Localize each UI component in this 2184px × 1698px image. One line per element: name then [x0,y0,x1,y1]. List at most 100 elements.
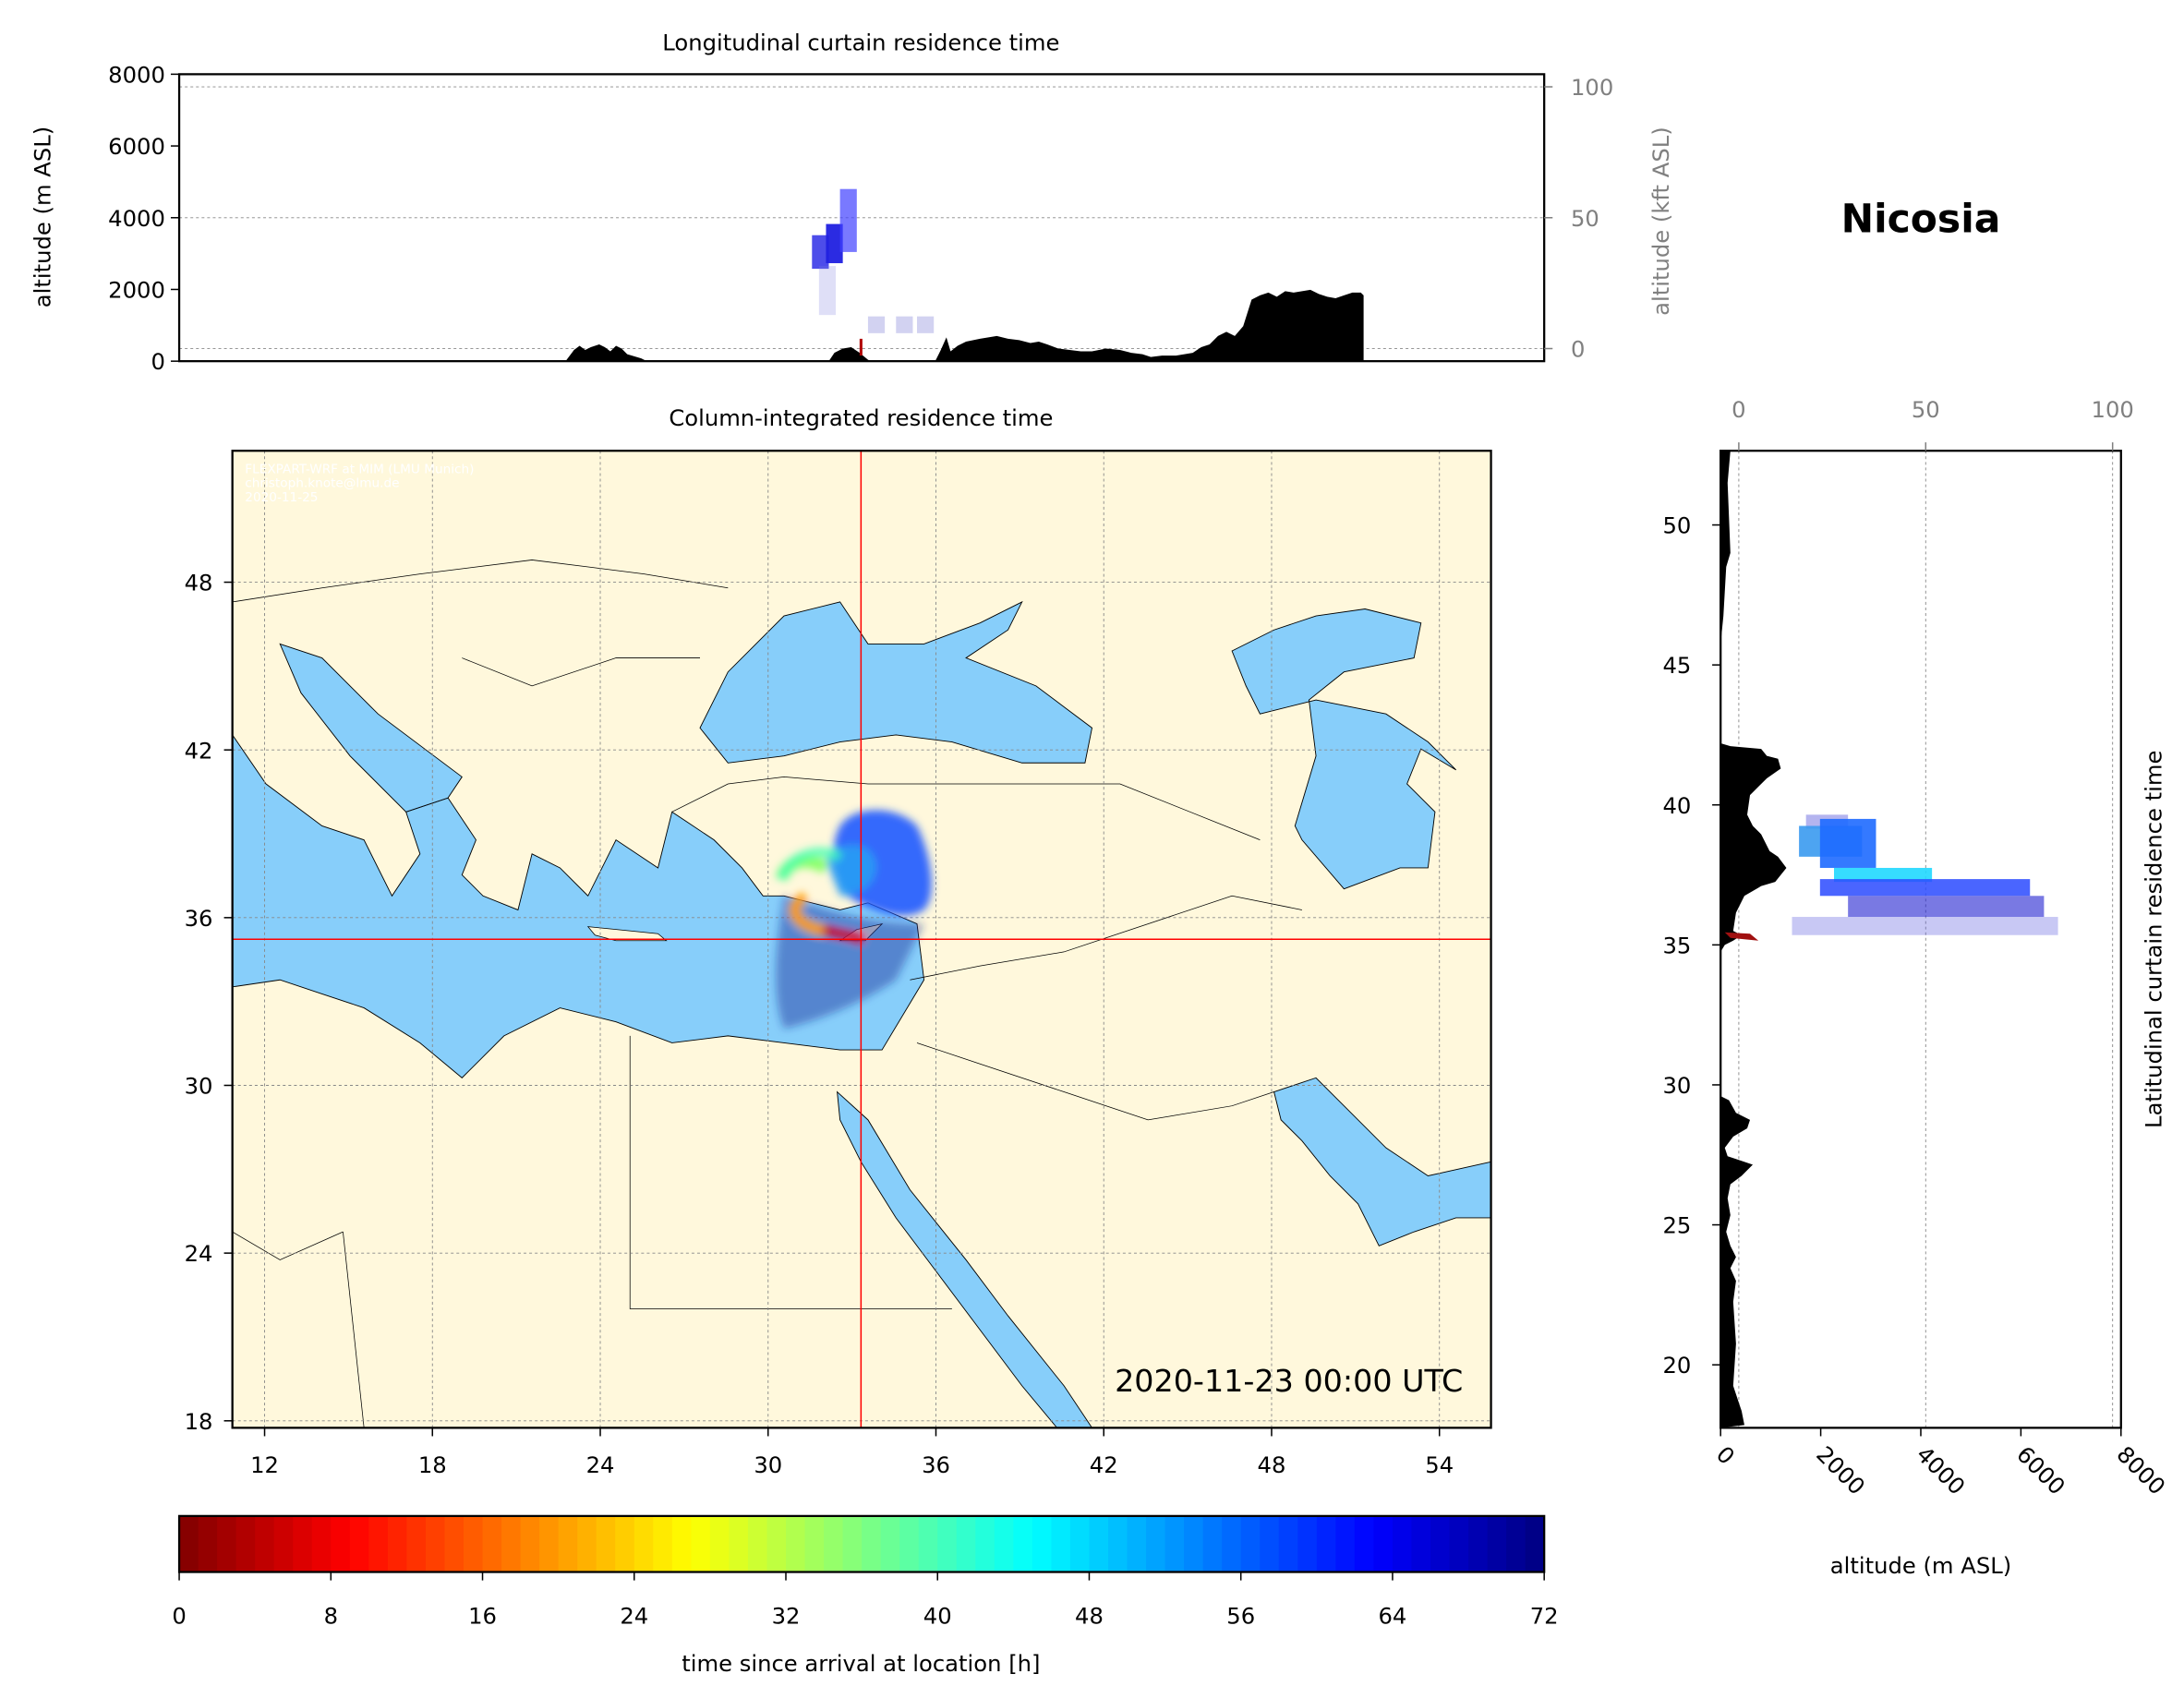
caspian-sea [1231,608,1456,890]
x-tick-label: 0 [1711,1440,1740,1469]
y-tick-label: 4000 [108,205,165,232]
colorbar-segment [463,1515,484,1572]
black-sea [699,600,1093,764]
colorbar-segment [994,1515,1015,1572]
colorbar-segment [880,1515,900,1572]
colorbar-segment [1107,1515,1128,1572]
colorbar-segment [558,1515,578,1572]
right-ylabel: Latitudinal curtain residence time [2141,751,2167,1128]
colorbar-tick-label: 0 [172,1603,186,1630]
x-tick-label: 36 [922,1451,950,1478]
x-tick-label: 24 [586,1451,615,1478]
y-tick-label: 8000 [108,61,165,88]
colorbar-segment [1430,1515,1451,1572]
x-tick-label: 8000 [2111,1440,2170,1499]
colorbar-segment [671,1515,693,1572]
colorbar-segment [1525,1515,1545,1572]
colorbar-segment [520,1515,540,1572]
y2-tick-label: 100 [1571,74,1613,101]
colorbar-segment [311,1515,332,1572]
x2-tick-label: 100 [2092,396,2134,423]
colorbar-segment [1392,1515,1413,1572]
longitudinal-curtain-title: Longitudinal curtain residence time [662,30,1059,56]
plume-bar [1833,867,1933,883]
colorbar-segment [1146,1515,1166,1572]
adriatic-sea [279,643,463,813]
country-border [462,657,701,687]
colorbar-segment [577,1515,597,1572]
y-tick-label: 45 [1662,652,1691,679]
x-tick-label: 30 [754,1451,782,1478]
colorbar-segment [596,1515,616,1572]
station-name: Nicosia [1841,198,2001,243]
plume-bar [812,235,829,270]
colorbar-segment [804,1515,825,1572]
red-sea [837,1090,1093,1428]
colorbar-segment [1260,1515,1280,1572]
colorbar-segment [1297,1515,1318,1572]
colorbar-tick-label: 16 [468,1603,497,1630]
colorbar-segment [1184,1515,1204,1572]
watermark-line: christoph.knote@lmu.de [245,476,399,491]
map-title: Column-integrated residence time [669,404,1053,431]
colorbar-tick-label: 64 [1379,1603,1407,1630]
plume-bar [867,316,886,333]
plume-curtain-lat [1724,814,2058,941]
colorbar-segment [273,1515,294,1572]
colorbar-segment [482,1515,502,1572]
colorbar-segment [539,1515,560,1572]
colorbar-tick-label: 72 [1530,1603,1559,1630]
country-border [916,1042,1274,1121]
colorbar-segment [937,1515,958,1572]
top-y2label: altitude (kft ASL) [1647,126,1674,316]
plume-bar [1819,818,1876,868]
colorbar-segment [615,1515,635,1572]
timestamp: 2020-11-23 00:00 UTC [1115,1363,1463,1399]
colorbar-segment [501,1515,522,1572]
colorbar-segment [975,1515,995,1572]
colorbar-segment [1335,1515,1356,1572]
colorbar-segment [747,1515,768,1572]
colorbar: 0 8 16 24 32 40 48 56 64 72 time since arrival at… [172,1514,1559,1677]
country-border [910,895,1302,981]
colorbar-segment [1127,1515,1147,1572]
colorbar-segment [1411,1515,1431,1572]
country-border [629,1035,952,1309]
terrain-profile-lat [1720,451,1787,1428]
colorbar-segment [349,1515,370,1572]
plume-bar [896,316,913,333]
colorbar-segment [709,1515,730,1572]
colorbar-segment [331,1515,351,1572]
y-tick-label: 35 [1662,932,1691,958]
plume-curtain [812,188,935,356]
plume-bar [818,266,837,316]
x-tick-label: 4000 [1912,1440,1971,1499]
colorbar-segment [425,1515,446,1572]
y-tick-label: 6000 [108,133,165,160]
colorbar-tick-label: 8 [324,1603,338,1630]
colorbar-label: time since arrival at location [h] [682,1650,1040,1677]
colorbar-segment [1468,1515,1489,1572]
watermark: FLEXPART-WRF at MIM (LMU Munich) christo… [245,462,474,504]
country-border [343,1232,365,1428]
colorbar-segment [785,1515,806,1572]
plume-bar [826,223,843,264]
x-tick-label: 6000 [2011,1440,2070,1499]
colorbar-segment [1240,1515,1261,1572]
colorbar-segment [1354,1515,1375,1572]
y-tick-label: 0 [151,348,164,375]
colorbar-segment [406,1515,427,1572]
colorbar-segment [1051,1515,1071,1572]
x-tick-label: 48 [1258,1451,1286,1478]
plume-bar [1792,917,2058,935]
y-tick-label: 20 [1662,1352,1691,1379]
crete [586,926,668,942]
colorbar-segment [444,1515,465,1572]
colorbar-segment [1202,1515,1223,1572]
colorbar-segment [899,1515,920,1572]
colorbar-segment [766,1515,787,1572]
right-xlabel: altitude (m ASL) [1830,1552,2012,1579]
country-border [232,560,729,603]
